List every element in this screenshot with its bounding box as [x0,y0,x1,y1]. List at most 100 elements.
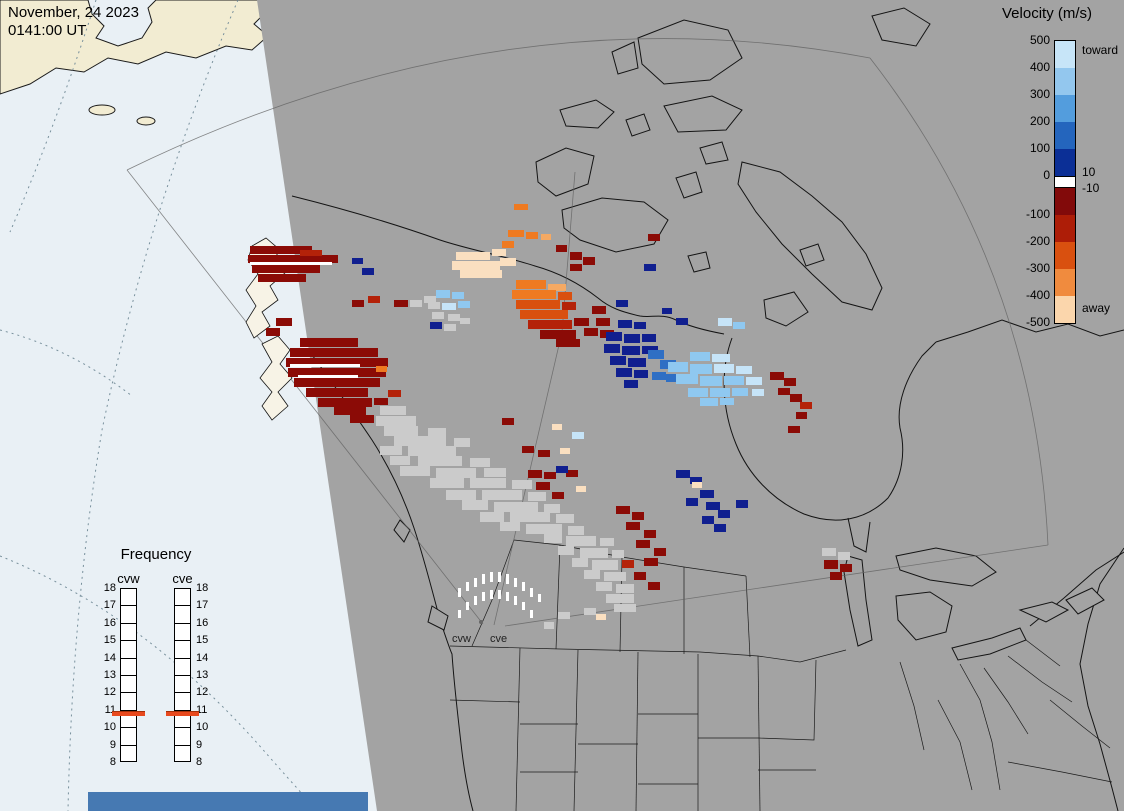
small-island [136,116,156,126]
velocity-cell [294,378,380,387]
velocity-cell [790,394,802,402]
velocity-cell [512,480,532,489]
velocity-cell [830,572,842,580]
velocity-cell [350,415,374,423]
radar-site-dot [479,620,483,624]
velocity-cell [614,604,636,612]
velocity-cell [454,438,470,447]
velocity-cell [290,348,378,357]
velocity-legend-title: Velocity (m/s) [1002,5,1093,22]
colorbar-segment [1055,296,1075,323]
velocity-cell [526,524,562,534]
colorbar-segment [1055,188,1075,215]
small-island [88,104,116,116]
velocity-cell [334,407,366,415]
velocity-cell [352,258,363,264]
velocity-cell [482,490,522,500]
velocity-cell [436,290,450,298]
velocity-cell [552,492,564,499]
velocity-cell [492,249,506,256]
velocity-cell [626,522,640,530]
velocity-cell [556,514,574,523]
velocity-cell [560,448,570,454]
fov-outer-arc-right [869,57,1049,546]
velocity-cell [288,368,386,377]
velocity-cell [490,590,493,599]
velocity-cell [352,300,364,307]
lake-ontario [1018,601,1070,623]
velocity-cell [430,322,442,329]
lake-michigan [843,555,873,647]
velocity-cell [616,506,630,514]
outside-landmass [0,0,269,126]
velocity-cell [718,510,730,518]
james-bay [847,517,871,553]
velocity-cell [538,594,541,602]
velocity-cell [544,622,554,629]
velocity-cell [584,608,596,615]
velocity-cell [616,368,632,377]
velocity-cell [428,428,446,437]
velocity-cell [700,398,718,406]
velocity-cell [702,516,714,524]
colorbar-segment [1055,269,1075,296]
velocity-cell [494,502,538,512]
velocity-cell [458,301,470,308]
baffin-island [737,161,883,311]
velocity-cell [700,490,714,498]
velocity-cell [528,492,546,501]
velocity-cell [250,246,312,254]
velocity-cell [600,538,614,546]
fov-outer-arc-top [126,38,871,171]
vancouver-island [427,605,449,631]
island [687,251,711,273]
velocity-cell [460,318,470,324]
velocity-cell [374,398,388,405]
velocity-cell [530,588,533,597]
velocity-cell [462,500,488,510]
velocity-cell [648,350,664,359]
velocity-cell [276,318,292,326]
velocity-cell [466,582,469,591]
velocity-cell [506,574,509,584]
velocity-cell [528,470,542,478]
velocity-cell [624,334,640,343]
velocity-cell [458,588,461,597]
velocity-colorbar [1054,40,1076,324]
southampton-island [763,291,809,327]
velocity-cell [418,456,462,466]
velocity-cell [388,390,401,397]
velocity-cell [618,320,632,328]
island [559,99,615,129]
velocity-cell [480,512,504,522]
velocity-cell [400,466,430,476]
velocity-cell [248,255,338,263]
velocity-cell [690,364,712,374]
velocity-cell [474,596,477,605]
velocity-cell [800,402,812,409]
banks-island [535,147,595,197]
velocity-cell [318,398,372,407]
velocity-cell [556,466,568,473]
velocity-cell [390,456,410,465]
velocity-cell [570,252,582,260]
velocity-cell [642,334,656,342]
velocity-cell [510,512,550,522]
velocity-cell [692,482,702,488]
island [699,141,729,165]
velocity-cell [500,522,520,531]
velocity-cell [458,610,461,618]
fov-left-edge [126,169,484,625]
velocity-cell [558,612,570,619]
velocity-cell [710,388,730,397]
velocity-cell [610,356,626,365]
velocity-cell [258,274,306,282]
velocity-cell [502,241,514,248]
velocity-cell [572,432,584,439]
velocity-cell [604,344,620,353]
velocity-cell [724,376,744,385]
velocity-cell [712,354,730,362]
velocity-cell [266,328,280,336]
velocity-cell [690,352,710,361]
